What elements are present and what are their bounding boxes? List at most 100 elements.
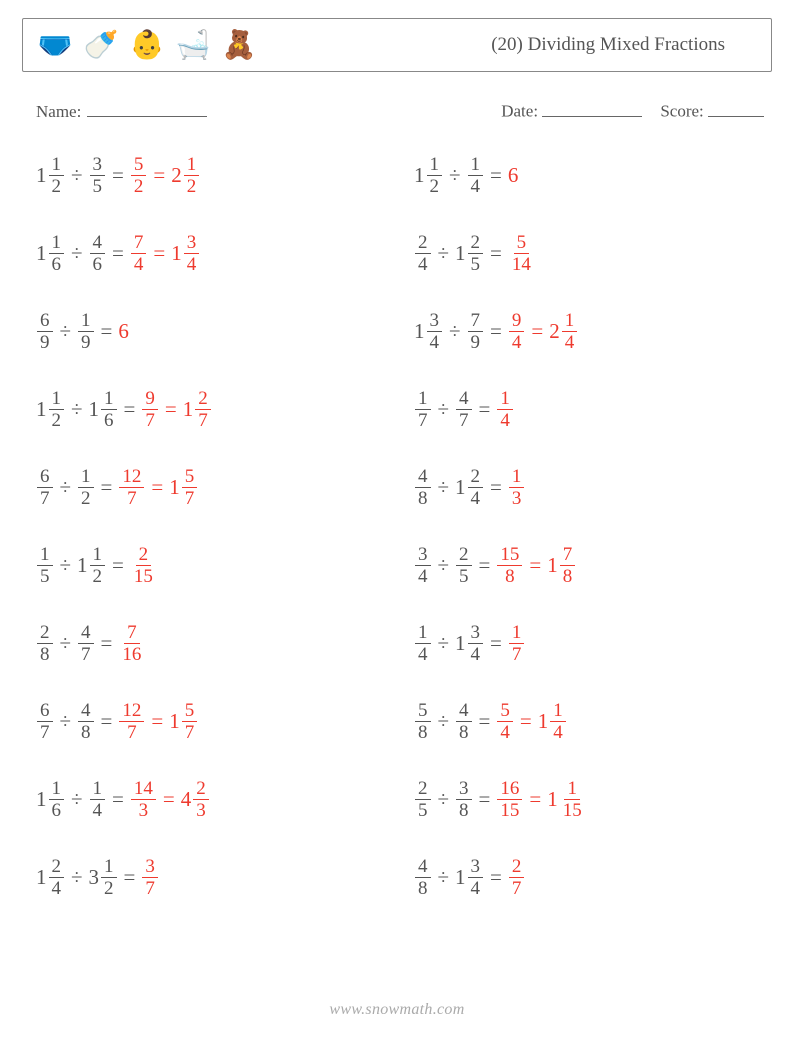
fraction: 25: [468, 233, 484, 274]
fraction: 69: [37, 311, 53, 352]
fraction: 28: [37, 623, 53, 664]
whole-part: 1: [89, 397, 100, 422]
fraction: 17: [415, 389, 431, 430]
date-blank[interactable]: [542, 98, 642, 117]
divide-operator: ÷: [71, 163, 83, 188]
numerator: 1: [49, 233, 65, 254]
denominator: 15: [560, 800, 585, 820]
denominator: 7: [415, 410, 431, 430]
fraction: 24: [468, 467, 484, 508]
whole-part: 1: [455, 631, 466, 656]
fraction: 215: [131, 545, 156, 586]
denominator: 7: [124, 488, 140, 508]
divide-operator: ÷: [60, 319, 72, 344]
integer-value: 6: [118, 319, 129, 343]
numerator: 4: [78, 701, 94, 722]
numerator: 1: [78, 311, 94, 332]
numerator: 7: [124, 623, 140, 644]
fraction: 14: [497, 389, 513, 430]
numerator: 1: [49, 389, 65, 410]
problem-row: 25÷38=1615=1115: [414, 776, 772, 824]
denominator: 9: [78, 332, 94, 352]
name-blank[interactable]: [87, 98, 207, 117]
equals-sign: =: [112, 553, 124, 578]
fraction: 48: [456, 701, 472, 742]
fraction: 14: [90, 779, 106, 820]
numerator: 3: [415, 545, 431, 566]
mixed-number: 157: [169, 701, 198, 742]
mixed-number: 127: [183, 389, 212, 430]
meta-score: Score:: [660, 98, 764, 122]
equals-sign: =: [490, 319, 502, 344]
worksheet-title: (20) Dividing Mixed Fractions: [491, 34, 755, 56]
mixed-number: 124: [455, 467, 484, 508]
answer-part: 158: [496, 545, 523, 586]
equals-sign: =: [112, 787, 124, 812]
fraction: 25: [456, 545, 472, 586]
numerator: 3: [184, 233, 200, 254]
denominator: 8: [78, 722, 94, 742]
fraction: 34: [184, 233, 200, 274]
answer-part: 143: [130, 779, 157, 820]
whole-part: 2: [549, 319, 560, 344]
denominator: 4: [131, 254, 147, 274]
equals-sign: =: [490, 163, 502, 188]
denominator: 2: [131, 176, 147, 196]
mixed-number: 214: [549, 311, 578, 352]
denominator: 5: [37, 566, 53, 586]
denominator: 2: [101, 878, 117, 898]
denominator: 5: [468, 254, 484, 274]
fraction: 16: [49, 779, 65, 820]
numerator: 1: [427, 155, 443, 176]
numerator: 2: [456, 545, 472, 566]
denominator: 4: [562, 332, 578, 352]
answer-part: 215: [130, 545, 157, 586]
whole-part: 3: [89, 865, 100, 890]
fraction: 54: [497, 701, 513, 742]
denominator: 7: [182, 488, 198, 508]
equals-sign: =: [531, 319, 543, 344]
divide-operator: ÷: [60, 631, 72, 656]
denominator: 2: [184, 176, 200, 196]
swaddled-baby-icon: 👶: [131, 28, 163, 62]
divide-operator: ÷: [438, 865, 450, 890]
whole-part: 1: [36, 241, 47, 266]
score-blank[interactable]: [708, 98, 764, 117]
fraction: 14: [562, 311, 578, 352]
denominator: 6: [101, 410, 117, 430]
equals-sign: =: [153, 241, 165, 266]
fraction: 27: [509, 857, 525, 898]
equals-sign: =: [165, 397, 177, 422]
whole-part: 1: [169, 475, 180, 500]
numerator: 2: [49, 857, 65, 878]
whole-part: 1: [36, 163, 47, 188]
fraction: 48: [415, 857, 431, 898]
equals-sign: =: [101, 709, 113, 734]
answer-part: 214: [549, 311, 578, 352]
problem-row: 112÷35=52=212: [36, 152, 394, 200]
answer-part: 6: [118, 319, 129, 344]
fraction: 57: [182, 467, 198, 508]
fraction: 78: [560, 545, 576, 586]
fraction: 14: [415, 623, 431, 664]
denominator: 4: [468, 488, 484, 508]
mixed-number: 112: [414, 155, 443, 196]
denominator: 7: [509, 878, 525, 898]
denominator: 6: [49, 254, 65, 274]
meta-date: Date:: [501, 98, 642, 122]
denominator: 4: [415, 566, 431, 586]
numerator: 2: [415, 233, 431, 254]
divide-operator: ÷: [60, 553, 72, 578]
denominator: 15: [131, 566, 156, 586]
problem-row: 48÷124=13: [414, 464, 772, 512]
numerator: 3: [90, 155, 106, 176]
numerator: 5: [182, 467, 198, 488]
denominator: 7: [37, 488, 53, 508]
numerator: 5: [514, 233, 530, 254]
denominator: 7: [78, 644, 94, 664]
numerator: 4: [415, 467, 431, 488]
mixed-number: 112: [36, 389, 65, 430]
answer-part: 212: [171, 155, 200, 196]
answer-part: 127: [118, 467, 145, 508]
meta-name: Name:: [36, 98, 207, 122]
